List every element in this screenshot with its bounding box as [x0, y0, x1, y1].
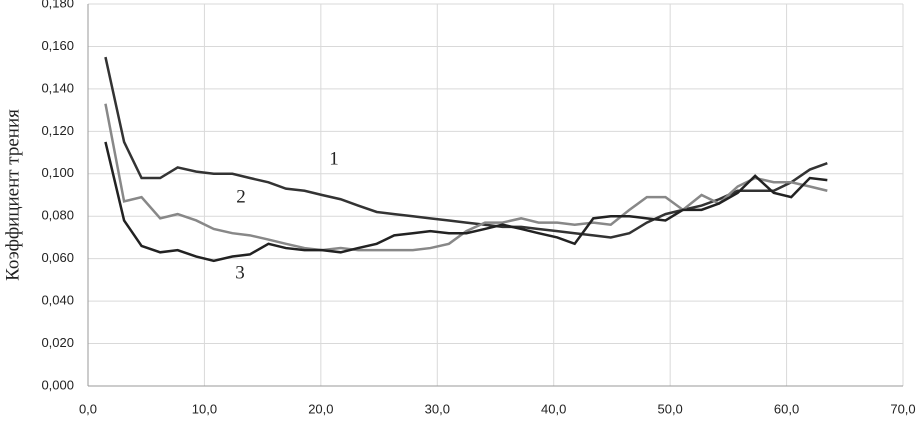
- series-line: [104, 56, 828, 239]
- y-tick-label: 0,160: [41, 38, 74, 53]
- annotation: 1: [329, 148, 339, 169]
- x-tick-label: 30,0: [425, 401, 450, 416]
- y-tick-label: 0,080: [41, 208, 74, 223]
- annotation: 2: [236, 186, 246, 207]
- x-tick-label: 60,0: [774, 401, 799, 416]
- x-tick-label: 0,0: [79, 401, 97, 416]
- series-line: [104, 103, 828, 252]
- x-tick-label: 70,0: [890, 401, 915, 416]
- x-tick-label: 20,0: [308, 401, 333, 416]
- y-axis-title: Коэффициент трения: [2, 109, 23, 281]
- y-tick-label: 0,100: [41, 165, 74, 180]
- y-tick-label: 0,120: [41, 123, 74, 138]
- y-tick-label: 0,180: [41, 0, 74, 10]
- x-tick-label: 50,0: [657, 401, 682, 416]
- y-tick-label: 0,020: [41, 335, 74, 350]
- y-tick-label: 0,000: [41, 377, 74, 392]
- annotation: 3: [235, 262, 245, 283]
- y-tick-label: 0,140: [41, 80, 74, 95]
- y-tick-label: 0,060: [41, 250, 74, 265]
- series-line: [104, 141, 828, 263]
- x-tick-label: 40,0: [541, 401, 566, 416]
- x-tick-label: 10,0: [192, 401, 217, 416]
- y-tick-label: 0,040: [41, 293, 74, 308]
